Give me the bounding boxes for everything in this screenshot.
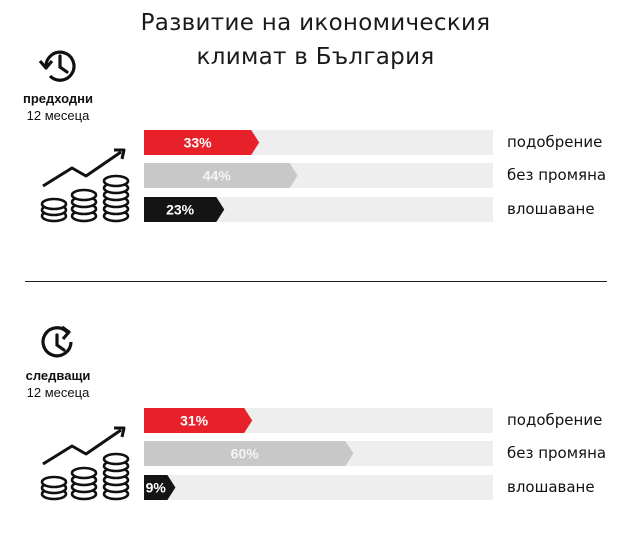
category-label: подобрение	[507, 133, 603, 151]
period-label-next: следващи 12 месеца	[0, 367, 128, 401]
history-clock-icon	[38, 50, 76, 82]
bar-track-worsening	[144, 197, 493, 222]
bar-track-no-change	[144, 441, 493, 466]
section-divider	[25, 281, 607, 282]
bar-track-improvement	[144, 130, 493, 155]
period-line1: следващи	[25, 368, 91, 383]
period-line2: 12 месеца	[26, 385, 90, 400]
period-line2: 12 месеца	[26, 108, 90, 123]
category-label: без промяна	[507, 166, 607, 184]
future-clock-icon	[41, 325, 73, 358]
bar-track-no-change	[144, 163, 493, 188]
bar-track-improvement	[144, 408, 493, 433]
period-label-previous: предходни 12 месеца	[0, 90, 128, 124]
category-label: без промяна	[507, 444, 607, 462]
coins-growth-icon	[40, 426, 130, 501]
chart-title-line2: климат в България	[196, 44, 435, 70]
chart-title-line1: Развитие на икономическия	[140, 10, 491, 36]
category-label: подобрение	[507, 411, 603, 429]
category-label: влошаване	[507, 200, 595, 218]
bar-track-worsening	[144, 475, 493, 500]
period-line1: предходни	[22, 91, 94, 106]
coins-growth-icon	[40, 148, 130, 223]
category-label: влошаване	[507, 478, 595, 496]
